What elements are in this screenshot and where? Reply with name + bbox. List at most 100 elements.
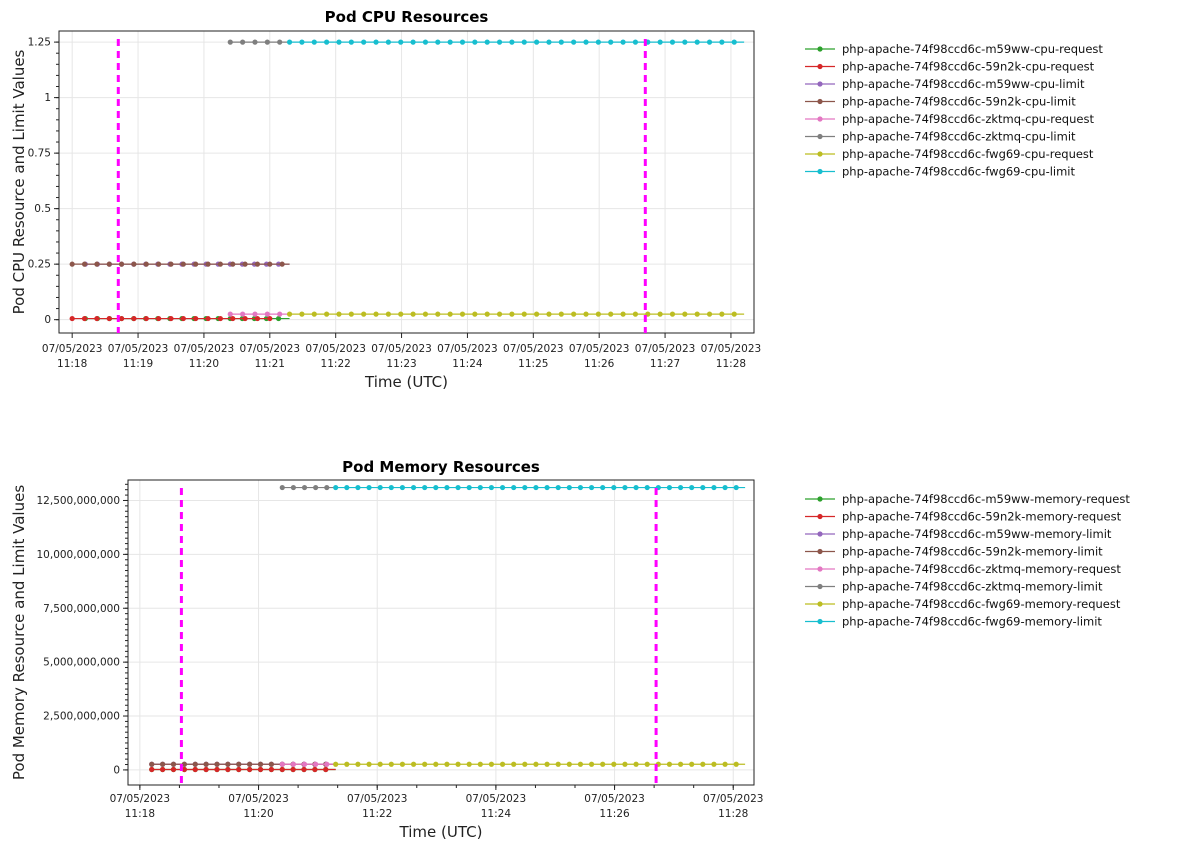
data-point	[509, 311, 515, 317]
x-tick-time-label: 11:20	[243, 808, 273, 820]
y-axis-label: Pod CPU Resource and Limit Values	[10, 49, 28, 314]
data-point	[511, 484, 517, 491]
data-point	[205, 261, 211, 267]
data-point	[546, 311, 552, 317]
data-point	[254, 315, 261, 322]
data-point	[466, 484, 472, 491]
data-point	[313, 484, 319, 491]
data-point	[385, 39, 391, 45]
legend-item: php-apache-74f98ccd6c-59n2k-cpu-limit	[805, 95, 1076, 109]
data-point	[657, 39, 663, 45]
data-point	[669, 39, 676, 45]
data-point	[700, 484, 706, 491]
data-point	[472, 39, 478, 45]
legend-item: php-apache-74f98ccd6c-59n2k-cpu-request	[805, 60, 1095, 74]
data-point	[203, 761, 209, 767]
data-point	[477, 761, 483, 767]
data-point	[252, 311, 258, 317]
data-point	[160, 761, 166, 767]
data-point	[422, 311, 429, 317]
data-point	[459, 39, 466, 45]
data-point	[361, 39, 367, 45]
data-point	[600, 761, 606, 767]
data-point	[277, 311, 283, 317]
legend-item: php-apache-74f98ccd6c-59n2k-memory-limit	[805, 545, 1103, 559]
y-tick-label: 1.25	[28, 37, 51, 49]
legend-item: php-apache-74f98ccd6c-m59ww-memory-limit	[805, 527, 1112, 541]
data-point	[301, 761, 308, 767]
legend-swatch-marker	[817, 46, 823, 52]
data-point	[217, 261, 223, 267]
data-point	[279, 766, 285, 773]
data-point	[118, 315, 125, 322]
chart-1: Pod CPU Resources 07/05/2023 11:18 07/05/20…	[10, 8, 1103, 391]
legend-item: php-apache-74f98ccd6c-m59ww-cpu-limit	[805, 77, 1085, 91]
x-tick-date-label: 07/05/2023	[701, 343, 762, 355]
x-tick-date-label: 07/05/2023	[466, 793, 527, 805]
y-tick-label: 0.75	[28, 148, 51, 160]
data-point	[377, 484, 383, 491]
series-php-apache-74f98ccd6c-59n2k-cpu-limit	[69, 261, 290, 267]
data-point	[225, 766, 231, 773]
plot-frame	[58, 30, 755, 334]
x-tick-time-label: 11:25	[518, 358, 548, 370]
legend-label: php-apache-74f98ccd6c-m59ww-cpu-limit	[842, 77, 1085, 91]
data-point	[444, 484, 450, 491]
data-point	[435, 311, 441, 317]
data-point	[267, 315, 273, 322]
data-point	[583, 39, 589, 45]
data-point	[388, 484, 394, 491]
data-point	[205, 315, 211, 322]
data-point	[336, 39, 342, 45]
legend: php-apache-74f98ccd6c-m59ww-memory-reque…	[805, 492, 1130, 629]
y-tick-label: 7,500,000,000	[43, 603, 120, 615]
data-point	[731, 311, 737, 317]
data-point	[509, 39, 515, 45]
data-point	[181, 766, 187, 773]
data-point	[555, 484, 561, 491]
x-tick-date-label: 07/05/2023	[371, 343, 432, 355]
data-point	[385, 311, 391, 317]
data-point	[267, 261, 273, 267]
data-point	[399, 761, 406, 767]
data-point	[236, 766, 242, 773]
data-point	[168, 261, 174, 267]
legend-swatch-marker	[817, 81, 823, 87]
data-point	[203, 766, 209, 773]
x-tick-time-label: 11:18	[125, 808, 155, 820]
x-tick-date-label: 07/05/2023	[347, 793, 408, 805]
data-point	[566, 761, 572, 767]
data-point	[279, 761, 285, 767]
legend-swatch-marker	[817, 618, 823, 625]
data-point	[433, 484, 439, 491]
data-point	[558, 311, 564, 317]
data-point	[214, 766, 220, 773]
legend-label: php-apache-74f98ccd6c-m59ww-memory-limit	[842, 527, 1112, 541]
data-point	[180, 261, 186, 267]
data-point	[700, 761, 706, 767]
data-point	[521, 311, 527, 317]
data-point	[694, 39, 700, 45]
y-tick-label: 0.25	[28, 259, 51, 271]
data-point	[595, 311, 601, 317]
x-tick-date-label: 07/05/2023	[42, 343, 103, 355]
data-point	[257, 766, 264, 773]
series-php-apache-74f98ccd6c-zktmq-memory-request	[279, 761, 336, 767]
data-point	[496, 311, 503, 317]
data-point	[290, 484, 297, 491]
x-tick-date-label: 07/05/2023	[110, 793, 171, 805]
y-tick-label: 0	[44, 314, 51, 326]
data-point	[398, 311, 404, 317]
x-tick-time-label: 11:19	[123, 358, 153, 370]
legend-item: php-apache-74f98ccd6c-zktmq-cpu-limit	[805, 130, 1076, 144]
data-point	[373, 311, 379, 317]
legend-swatch-marker	[817, 116, 823, 122]
data-point	[472, 311, 478, 317]
data-point	[731, 39, 737, 45]
data-point	[286, 39, 293, 45]
data-point	[422, 39, 429, 45]
data-point	[657, 311, 663, 317]
data-point	[156, 315, 162, 322]
data-point	[277, 39, 283, 45]
